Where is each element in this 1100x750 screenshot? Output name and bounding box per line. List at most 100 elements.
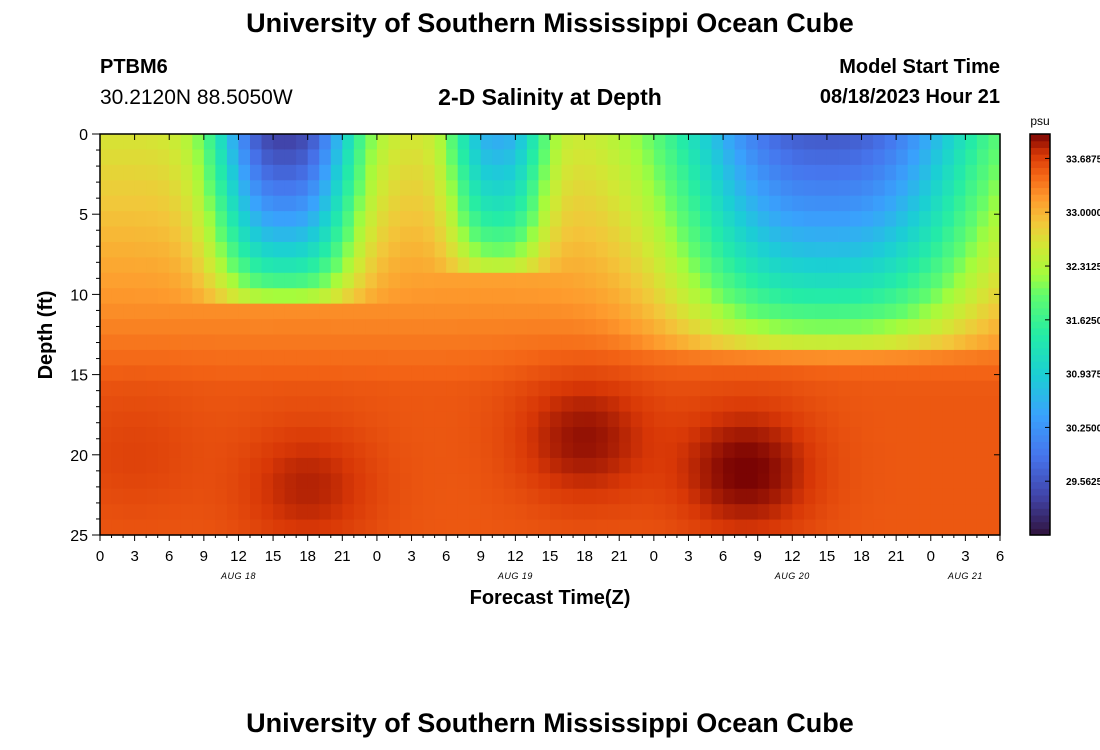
heatmap-cell	[515, 272, 528, 289]
x-tick-label: 3	[130, 548, 138, 565]
heatmap-cell	[861, 211, 874, 228]
heatmap-cell	[642, 241, 655, 258]
heatmap-cell	[330, 427, 343, 444]
heatmap-cell	[515, 288, 528, 305]
heatmap-cell	[169, 211, 182, 228]
heatmap-cell	[676, 334, 690, 351]
heatmap-cell	[676, 488, 690, 505]
heatmap-cell	[319, 504, 332, 521]
heatmap-cell	[780, 427, 793, 444]
heatmap-cell	[353, 504, 366, 521]
heatmap-cell	[388, 473, 401, 490]
heatmap-cell	[180, 226, 193, 243]
heatmap-cell	[573, 303, 586, 320]
heatmap-cell	[492, 257, 505, 274]
heatmap-cell	[607, 149, 620, 166]
heatmap-cell	[100, 504, 113, 521]
heatmap-cell	[273, 319, 286, 336]
heatmap-cell	[169, 288, 182, 305]
heatmap-cell	[215, 380, 228, 397]
heatmap-cell	[423, 365, 436, 382]
heatmap-cell	[907, 427, 920, 444]
heatmap-cell	[342, 457, 355, 474]
heatmap-cell	[988, 134, 1001, 151]
heatmap-cell	[607, 519, 620, 536]
heatmap-cell	[596, 149, 609, 166]
heatmap-cell	[123, 504, 136, 521]
heatmap-cell	[942, 427, 955, 444]
heatmap-cell	[792, 241, 805, 258]
heatmap-cell	[850, 303, 863, 320]
heatmap-cell	[434, 411, 447, 428]
heatmap-cell	[930, 272, 943, 289]
heatmap-cell	[342, 473, 355, 490]
heatmap-cell	[446, 149, 459, 166]
heatmap-cell	[480, 427, 493, 444]
heatmap-cell	[861, 396, 874, 413]
heatmap-cell	[861, 164, 874, 181]
heatmap-cell	[469, 334, 482, 351]
heatmap-cell	[873, 319, 886, 336]
heatmap-cell	[146, 134, 159, 151]
colorbar-swatch	[1030, 220, 1050, 229]
heatmap-cell	[861, 349, 874, 366]
heatmap-cell	[273, 349, 286, 366]
heatmap-cell	[342, 504, 355, 521]
heatmap-cell	[976, 164, 990, 181]
heatmap-cell	[642, 319, 655, 336]
heatmap-cell	[826, 211, 840, 228]
heatmap-cell	[492, 226, 505, 243]
heatmap-cell	[134, 272, 147, 289]
heatmap-cell	[884, 319, 897, 336]
heatmap-cell	[884, 504, 897, 521]
heatmap-cell	[942, 180, 955, 197]
heatmap-cell	[780, 349, 793, 366]
heatmap-cell	[550, 257, 563, 274]
heatmap-cell	[250, 488, 263, 505]
heatmap-cell	[965, 504, 978, 521]
heatmap-cell	[307, 226, 320, 243]
heatmap-cell	[319, 180, 332, 197]
colorbar-swatch	[1030, 167, 1050, 175]
heatmap-cell	[676, 241, 690, 258]
heatmap-cell	[423, 473, 436, 490]
heatmap-cell	[469, 427, 482, 444]
heatmap-cell	[803, 334, 816, 351]
heatmap-cell	[884, 411, 897, 428]
heatmap-cell	[734, 164, 747, 181]
heatmap-cell	[261, 164, 274, 181]
heatmap-cell	[157, 519, 170, 536]
heatmap-cell	[250, 149, 263, 166]
heatmap-cell	[734, 442, 747, 459]
heatmap-cell	[665, 380, 678, 397]
heatmap-cell	[492, 457, 505, 474]
heatmap-cell	[457, 365, 470, 382]
heatmap-cell	[746, 257, 759, 274]
heatmap-cell	[434, 442, 447, 459]
heatmap-cell	[619, 195, 632, 212]
heatmap-cell	[584, 272, 597, 289]
heatmap-cell	[480, 272, 493, 289]
heatmap-cell	[953, 211, 966, 228]
heatmap-cell	[515, 457, 528, 474]
heatmap-cell	[503, 319, 516, 336]
heatmap-cell	[746, 457, 759, 474]
heatmap-cell	[676, 396, 690, 413]
heatmap-cell	[284, 442, 297, 459]
heatmap-cell	[434, 303, 447, 320]
heatmap-cell	[688, 380, 701, 397]
heatmap-cell	[838, 149, 851, 166]
heatmap-cell	[434, 365, 447, 382]
colorbar-unit: psu	[1030, 114, 1049, 128]
heatmap-cell	[503, 180, 516, 197]
heatmap-cell	[942, 365, 955, 382]
heatmap-cell	[376, 241, 390, 258]
x-tick-label: 3	[407, 548, 415, 565]
heatmap-cell	[250, 457, 263, 474]
heatmap-cell	[815, 257, 828, 274]
heatmap-cell	[203, 473, 216, 490]
heatmap-cell	[457, 504, 470, 521]
heatmap-cell	[123, 473, 136, 490]
heatmap-cell	[503, 288, 516, 305]
heatmap-cell	[134, 473, 147, 490]
